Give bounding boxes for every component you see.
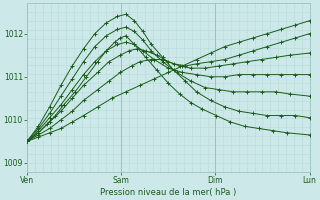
X-axis label: Pression niveau de la mer( hPa ): Pression niveau de la mer( hPa ) [100, 188, 236, 197]
